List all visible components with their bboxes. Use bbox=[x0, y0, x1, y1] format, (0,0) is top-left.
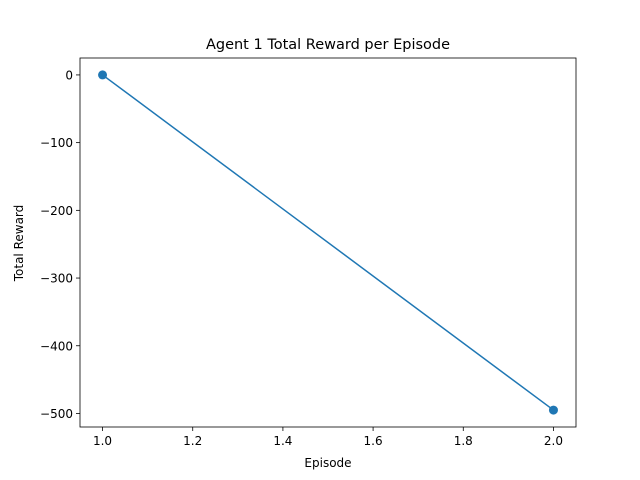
plot-area: 1.0 1.2 1.4 1.6 1.8 2.0 0 −100 −200 −300 −400 −500 bbox=[40, 57, 577, 448]
x-tick-label: 1.4 bbox=[273, 434, 292, 448]
y-tick-label: −200 bbox=[40, 204, 73, 218]
y-tick-label: −500 bbox=[40, 407, 73, 421]
y-tick-label: 0 bbox=[65, 68, 73, 82]
y-tick-label: −100 bbox=[40, 136, 73, 150]
y-axis-label: Total Reward bbox=[12, 205, 26, 283]
x-tick-label: 1.0 bbox=[93, 434, 112, 448]
x-axis-label: Episode bbox=[304, 456, 351, 470]
data-point bbox=[98, 70, 108, 80]
series-line bbox=[102, 74, 554, 411]
x-tick-label: 2.0 bbox=[544, 434, 563, 448]
data-point bbox=[548, 405, 558, 415]
plot-frame bbox=[79, 57, 577, 428]
y-tick-label: −400 bbox=[40, 339, 73, 353]
y-tick-label: −300 bbox=[40, 272, 73, 286]
x-tick-label: 1.6 bbox=[364, 434, 383, 448]
x-tick-label: 1.8 bbox=[454, 434, 473, 448]
x-tick-label: 1.2 bbox=[183, 434, 202, 448]
chart-title: Agent 1 Total Reward per Episode bbox=[206, 37, 450, 53]
